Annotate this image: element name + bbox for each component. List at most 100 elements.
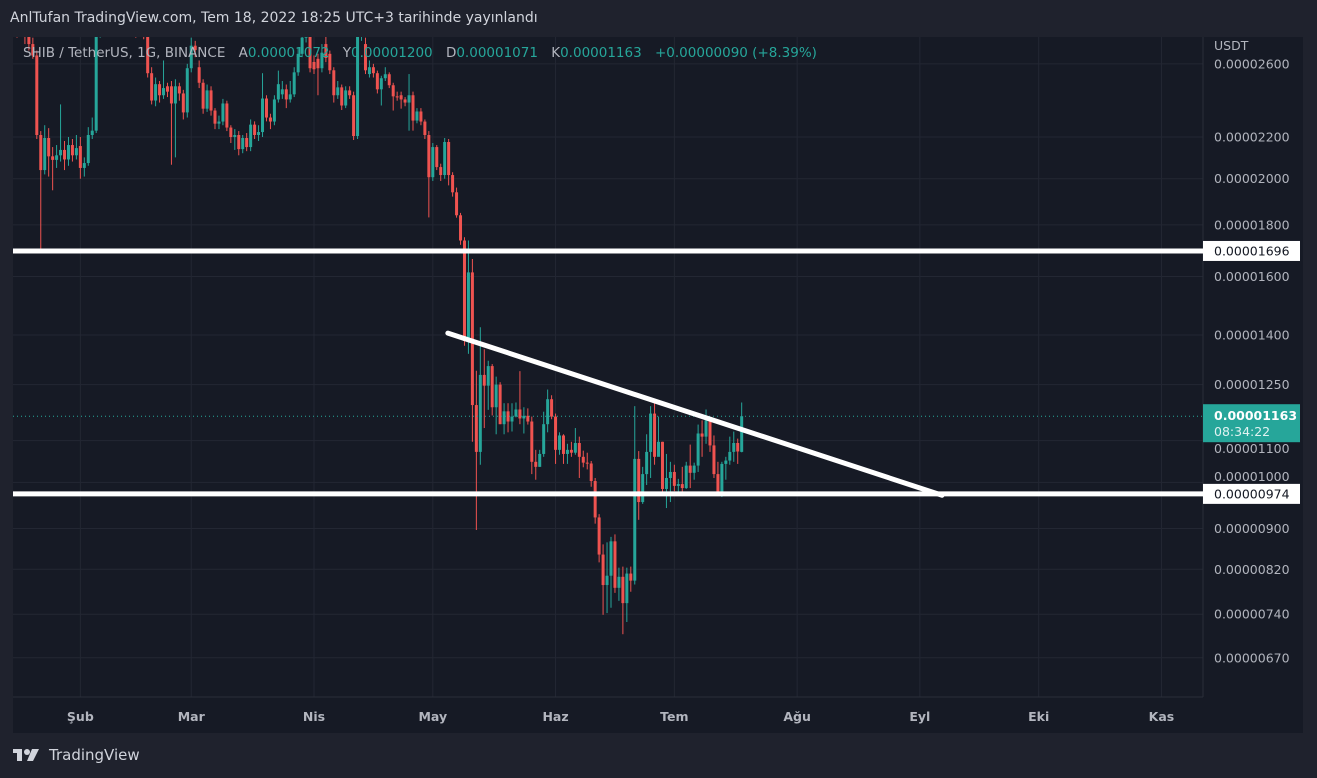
candle <box>399 91 403 109</box>
candle-body <box>55 155 59 160</box>
trend-line[interactable] <box>445 330 945 498</box>
tradingview-logo[interactable]: TradingView <box>13 746 140 764</box>
candle-body <box>573 442 577 453</box>
candle <box>348 86 352 99</box>
candle-body <box>478 374 482 452</box>
candle-body <box>423 121 427 136</box>
candle-body <box>676 484 680 486</box>
candle <box>550 395 554 420</box>
time-axis[interactable]: Şub Mar Nis May Haz Tem Ağu Eyl Eki Kas <box>67 709 1174 724</box>
candle <box>379 75 383 106</box>
candle-body <box>356 37 360 137</box>
candle-body <box>177 86 181 94</box>
candle <box>573 428 577 455</box>
candle <box>708 418 712 452</box>
candle <box>296 47 300 76</box>
candle <box>197 60 201 89</box>
candle-body <box>645 451 649 475</box>
candle <box>712 435 716 478</box>
candle <box>431 143 435 181</box>
candle <box>19 19 22 36</box>
candle-body <box>169 86 173 104</box>
candle-body <box>185 68 189 113</box>
price-tick-label: 0.00001400 <box>1214 327 1290 342</box>
candle-body <box>304 37 308 38</box>
candle <box>522 407 526 434</box>
candle <box>292 67 296 98</box>
price-axis-unit: USDT <box>1214 38 1249 53</box>
candle-body <box>336 87 340 96</box>
candle-body <box>245 137 249 148</box>
drawings[interactable] <box>13 248 1203 498</box>
candle-body <box>233 135 237 137</box>
candle-body <box>720 463 724 493</box>
candle-body <box>668 471 672 478</box>
candle <box>474 370 478 530</box>
candle-body <box>593 481 597 518</box>
candle <box>328 50 332 75</box>
price-axis[interactable]: 0.00002600 0.00002200 0.00002000 0.00001800… <box>1214 56 1290 665</box>
candle <box>276 70 280 103</box>
candle-body <box>605 575 609 586</box>
candle-body <box>439 167 443 176</box>
candle-body <box>31 44 35 56</box>
candle-body <box>633 458 637 581</box>
candle-body <box>538 453 542 467</box>
price-tick-label: 0.00000900 <box>1214 521 1290 536</box>
candle <box>308 37 312 73</box>
candle <box>86 127 90 166</box>
candle-body <box>16 24 19 32</box>
candle-body <box>27 37 31 45</box>
candle-body <box>451 175 455 193</box>
candle <box>99 37 101 38</box>
time-tick-label: Ağu <box>783 709 811 724</box>
candle-body <box>146 37 150 74</box>
candle-body <box>367 67 371 75</box>
change-value: +0.00000090 (+8.39%) <box>654 45 817 61</box>
candle <box>264 95 268 122</box>
candle <box>371 63 375 78</box>
candle <box>90 117 94 139</box>
candle <box>411 91 415 131</box>
candle-body <box>613 541 617 588</box>
candle-body <box>569 449 573 453</box>
candle-body <box>213 110 217 124</box>
candle-body <box>280 89 284 95</box>
candle-body <box>395 96 399 98</box>
candle-body <box>197 67 201 83</box>
time-tick-label: May <box>418 709 447 724</box>
candle <box>284 84 288 109</box>
candle-body <box>383 74 387 79</box>
price-tick-label: 0.00001250 <box>1214 377 1290 392</box>
candle-body <box>431 147 435 178</box>
candle-body <box>371 67 375 74</box>
candle-body <box>189 45 193 69</box>
candle-body <box>90 130 94 136</box>
candle <box>419 108 423 126</box>
candle <box>126 1 129 31</box>
candle-body <box>70 145 74 156</box>
candle-body <box>692 465 696 473</box>
candle-body <box>154 84 158 101</box>
candle-body <box>653 413 657 457</box>
candle-body <box>688 465 692 473</box>
candle-body <box>419 111 423 122</box>
candle <box>272 95 276 126</box>
candle <box>27 37 31 51</box>
candle-body <box>217 121 221 124</box>
candle <box>447 138 451 186</box>
candle <box>177 82 181 101</box>
candle-body <box>264 98 268 118</box>
candle-body <box>522 415 526 419</box>
candle-body <box>415 111 419 121</box>
candle-body <box>581 456 585 463</box>
candle-body <box>391 85 395 97</box>
candle <box>664 453 668 509</box>
candle <box>363 37 367 75</box>
candle <box>74 135 78 160</box>
symbol-title[interactable]: SHIB / TetherUS, 1G, BINANCE <box>23 45 226 61</box>
time-tick-label: Tem <box>660 709 688 724</box>
candle <box>700 420 704 457</box>
